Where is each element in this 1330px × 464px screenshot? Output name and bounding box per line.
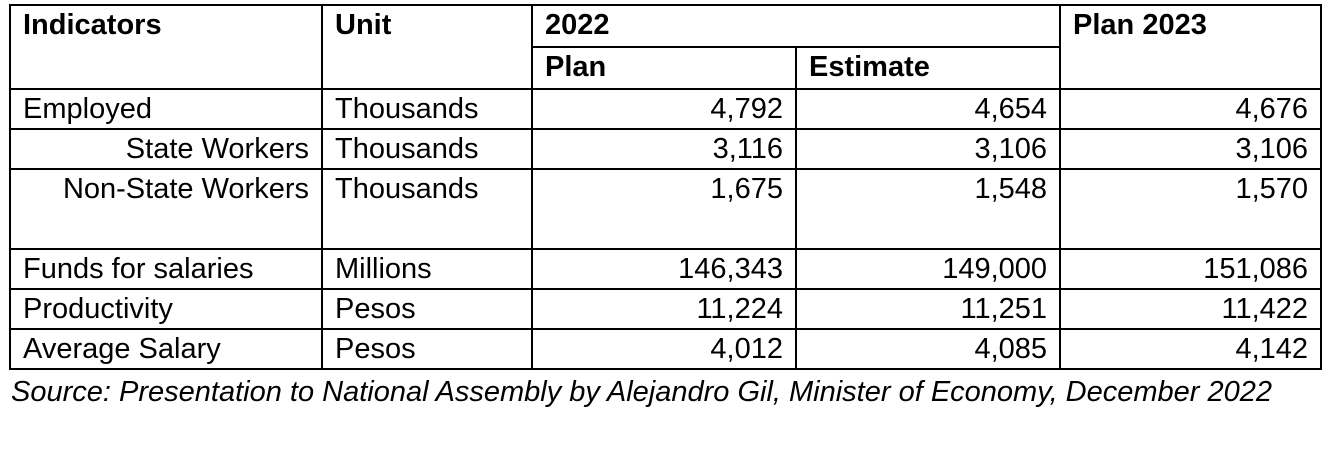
indicator-cell: State Workers [9, 128, 323, 170]
table-row: Employed Thousands 4,792 4,654 4,676 [9, 88, 1323, 130]
header-estimate: Estimate [794, 46, 1062, 90]
source-note: Source: Presentation to National Assembl… [11, 376, 1273, 408]
unit-cell: Thousands [321, 168, 533, 250]
unit-cell: Pesos [321, 328, 533, 370]
plan-2022-cell: 11,224 [531, 288, 797, 330]
indicator-cell: Productivity [9, 288, 323, 330]
plan-2022-cell: 146,343 [531, 248, 797, 290]
indicator-cell: Funds for salaries [9, 248, 323, 290]
plan-2023-cell: 4,676 [1059, 88, 1323, 130]
table-row: State Workers Thousands 3,116 3,106 3,10… [9, 128, 1323, 170]
estimate-2022-cell: 11,251 [794, 288, 1062, 330]
plan-2022-cell: 4,792 [531, 88, 797, 130]
table-row: Funds for salaries Millions 146,343 149,… [9, 248, 1323, 290]
plan-2023-cell: 151,086 [1059, 248, 1323, 290]
header-2022: 2022 [530, 4, 1062, 48]
plan-2023-cell: 1,570 [1059, 168, 1323, 250]
unit-cell: Thousands [321, 88, 533, 130]
estimate-2022-cell: 149,000 [794, 248, 1062, 290]
estimate-2022-cell: 1,548 [794, 168, 1062, 250]
table-row: Non-State Workers Thousands 1,675 1,548 … [9, 168, 1323, 250]
plan-2022-cell: 4,012 [531, 328, 797, 370]
indicators-table: Indicators Unit 2022 Plan 2023 Plan Esti… [9, 4, 1323, 370]
header-plan-2023: Plan 2023 [1059, 4, 1323, 90]
table-row: Average Salary Pesos 4,012 4,085 4,142 [9, 328, 1323, 370]
plan-2023-cell: 3,106 [1059, 128, 1323, 170]
unit-cell: Thousands [321, 128, 533, 170]
table-row: Productivity Pesos 11,224 11,251 11,422 [9, 288, 1323, 330]
plan-2022-cell: 3,116 [531, 128, 797, 170]
header-unit: Unit [321, 4, 533, 90]
estimate-2022-cell: 4,085 [794, 328, 1062, 370]
plan-2023-cell: 11,422 [1059, 288, 1323, 330]
plan-2023-cell: 4,142 [1059, 328, 1323, 370]
estimate-2022-cell: 3,106 [794, 128, 1062, 170]
indicator-cell: Non-State Workers [9, 168, 323, 250]
plan-2022-cell: 1,675 [531, 168, 797, 250]
indicator-cell: Average Salary [9, 328, 323, 370]
unit-cell: Millions [321, 248, 533, 290]
header-indicators: Indicators [9, 4, 323, 90]
indicator-cell: Employed [9, 88, 323, 130]
header-row-2: Plan Estimate [10, 46, 1321, 90]
estimate-2022-cell: 4,654 [794, 88, 1062, 130]
header-row-1: Indicators Unit 2022 Plan 2023 [9, 4, 1323, 90]
header-plan: Plan [531, 46, 797, 90]
unit-cell: Pesos [321, 288, 533, 330]
